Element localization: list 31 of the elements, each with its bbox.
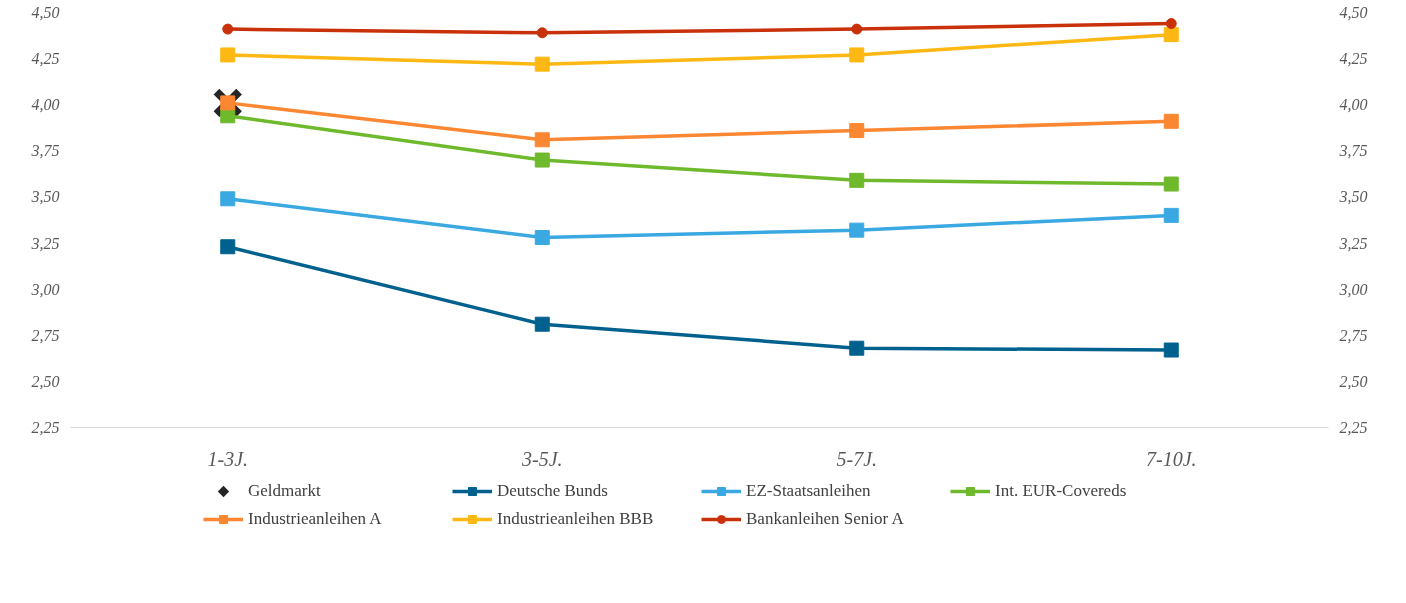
x-tick-label: 7-10J. [1145, 447, 1197, 470]
legend-label: Industrieanleihen A [248, 508, 383, 530]
y-tick-label: 3,00 [30, 280, 60, 298]
y2-tick-label: 3,25 [1338, 234, 1368, 252]
y2-tick-label: 3,50 [1338, 188, 1368, 206]
legend-label: Int. EUR-Covereds [995, 480, 1128, 502]
y-tick-label: 3,50 [30, 188, 60, 206]
y-tick-label: 4,25 [31, 50, 60, 68]
y-tick-label: 4,50 [31, 4, 60, 21]
y2-tick-label: 2,25 [1339, 419, 1368, 436]
legend-label: Industrieanleihen BBB [497, 508, 655, 530]
y-tick-label: 2,75 [31, 326, 60, 344]
x-tick-label: 5-7J. [836, 447, 878, 470]
y2-tick-label: 3,75 [1338, 142, 1368, 160]
y2-tick-label: 4,50 [1339, 4, 1368, 21]
y2-tick-label: 2,75 [1339, 326, 1368, 344]
y2-tick-label: 3,00 [1338, 280, 1368, 298]
y2-tick-label: 2,50 [1339, 372, 1368, 390]
legend-label: EZ-Staatsanleihen [746, 480, 872, 502]
x-tick-label: 3-5J. [520, 447, 563, 470]
legend-label: Geldmarkt [248, 480, 322, 502]
y2-tick-label: 4,25 [1339, 50, 1368, 68]
y-tick-label: 2,25 [31, 419, 60, 436]
legend-label: Bankanleihen Senior A [746, 508, 905, 530]
y-tick-label: 3,75 [30, 142, 60, 160]
y-tick-label: 3,25 [30, 234, 60, 252]
y-tick-label: 2,50 [31, 372, 60, 390]
legend-label: Deutsche Bunds [497, 480, 609, 502]
y2-tick-label: 4,00 [1339, 96, 1368, 114]
y-tick-label: 4,00 [31, 96, 60, 114]
x-tick-label: 1-3J. [207, 447, 249, 470]
